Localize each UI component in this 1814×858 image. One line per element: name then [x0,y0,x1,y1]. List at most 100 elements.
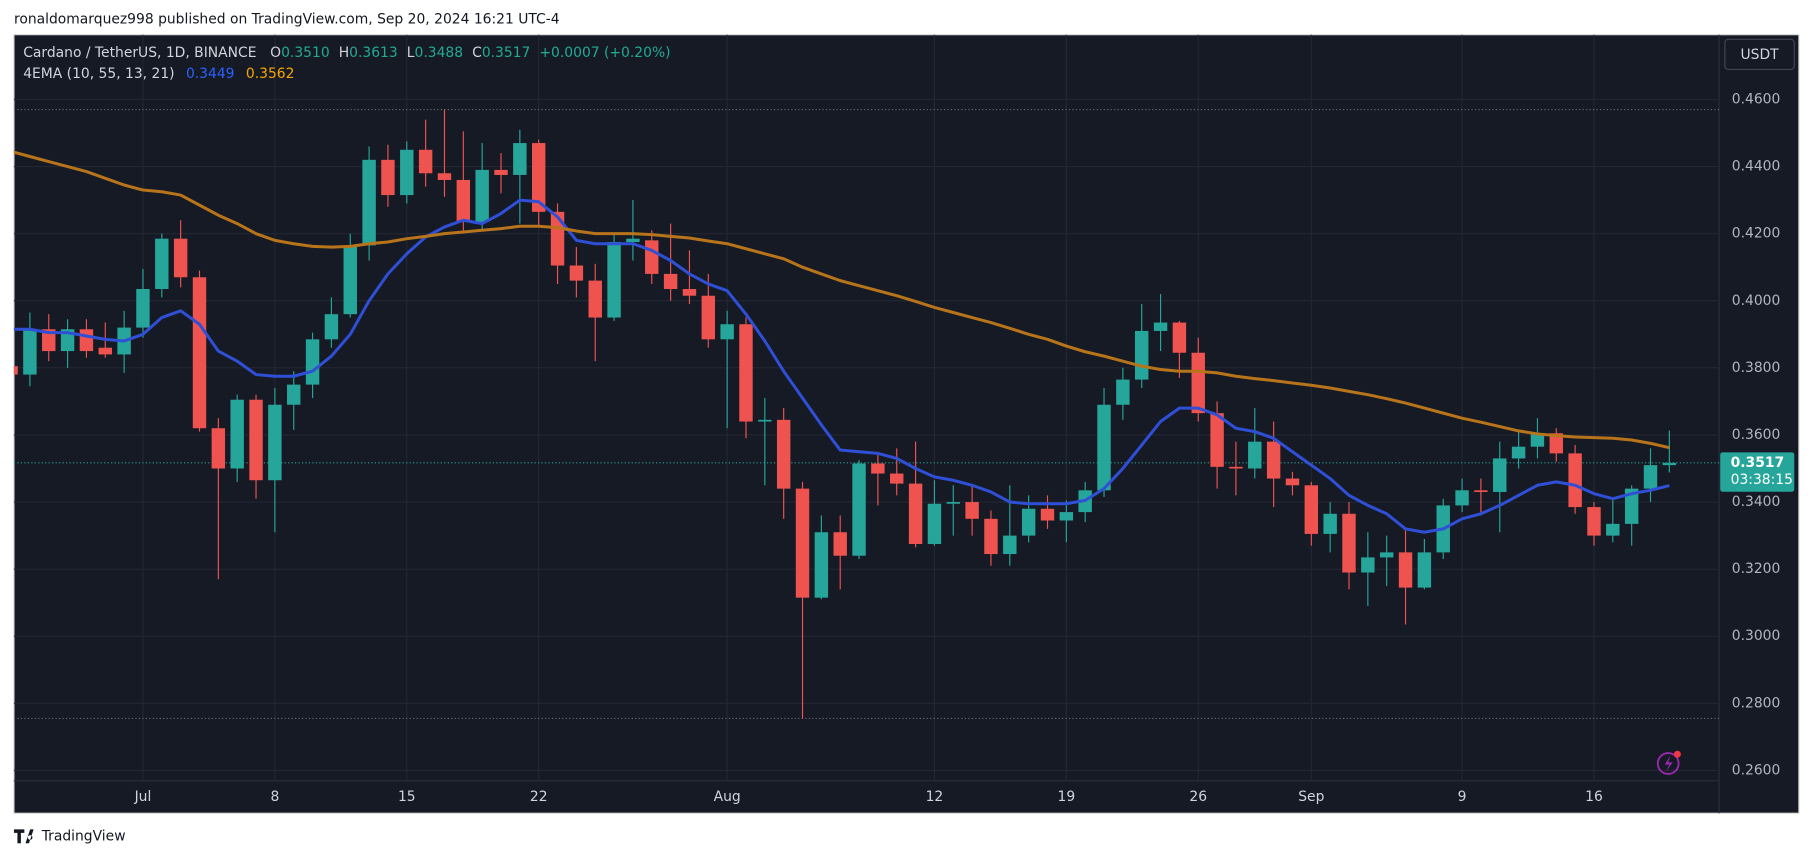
candle-body [1229,466,1243,469]
candle-body [287,384,301,405]
x-tick-label: Aug [714,789,741,805]
candle-body [155,238,169,290]
candle-body [381,159,395,196]
indicator-value: 0.3562 [246,66,295,82]
candle-body [645,240,659,274]
candle-body [1511,446,1526,459]
candle-body [1568,453,1582,508]
brand-mark [13,829,34,844]
candle-body [1530,433,1545,447]
x-tick-label: Sep [1298,789,1324,805]
y-tick-label: 0.3200 [1732,561,1781,577]
candle-body [475,169,489,222]
candle-body [173,238,188,278]
candle-body [1474,490,1488,492]
candle-body [871,463,885,474]
y-tick-label: 0.4400 [1732,159,1781,175]
y-tick-label: 0.3800 [1732,360,1781,376]
candle-body [1266,441,1281,479]
alert-icon[interactable] [1656,750,1681,775]
candle-body [324,314,339,340]
candle-body [437,173,452,180]
candle-body [249,399,263,481]
high-label: H [339,45,349,61]
candle-body [1248,441,1262,469]
candle-body [890,473,904,484]
candle-body [268,404,282,481]
candle-body [1285,478,1300,486]
change: +0.0007 (+0.20%) [539,45,670,61]
candle-body [1587,507,1601,536]
candle-body [1323,513,1337,534]
symbol: Cardano / TetherUS, 1D, BINANCE [23,45,256,61]
y-tick-label: 0.4000 [1732,293,1781,309]
candle-body [588,280,602,318]
x-tick-label: Jul [134,789,152,805]
candle-body [758,419,772,422]
candle-body [1003,535,1017,555]
candle-body [136,289,150,328]
candle-body [1662,462,1677,466]
candle-body [1116,379,1130,405]
candle-body [795,488,810,598]
low-value: 0.3488 [415,45,464,61]
candle-body [814,532,829,598]
open-value: 0.3510 [281,45,330,61]
close-value: 0.3517 [482,45,531,61]
x-tick-label: 26 [1189,789,1207,805]
open-label: O [270,45,281,61]
candle-body [1021,508,1036,536]
candle-body [739,324,753,422]
currency-label: USDT [1741,47,1780,63]
candle-body [1643,465,1658,489]
candle-body [13,366,18,375]
candle-body [42,329,56,352]
candle-body [607,242,621,318]
x-tick-label: 22 [530,789,548,805]
header-line: Cardano / TetherUS, 1D, BINANCE O0.3510 … [23,45,670,61]
currency-button[interactable] [1724,38,1795,70]
price-tag-value: 0.3517 [1731,455,1785,471]
candle-body [1342,513,1356,573]
candle-body [927,503,942,544]
axes: 0.2600 0.2800 0.3000 0.3200 0.3400 0.3600 0.38… [134,91,1795,805]
candle-body [908,483,923,544]
brand-logo [13,829,34,844]
candle-body [776,419,791,489]
alert-bolt [1664,755,1673,772]
candle-body [513,143,527,175]
y-tick-label: 0.2600 [1732,762,1781,778]
indicator-legend: 4EMA (10, 55, 13, 21) 0.3449 0.3562 [23,66,294,82]
price-tag [1720,452,1795,492]
candle-body [531,143,546,212]
candle-body [663,273,678,290]
candle-body [1059,512,1074,521]
plot [13,108,1720,720]
candle-body [569,265,584,281]
y-tick-label: 0.4200 [1732,226,1781,242]
candle-body [494,169,508,175]
candle-body [1379,552,1394,558]
x-tick-label: 15 [398,789,416,805]
candle-body [833,532,847,556]
candle-body [343,245,357,315]
candle-body [23,329,37,375]
candle-body [1040,508,1055,521]
candle-body [362,159,376,246]
candle-body [1172,322,1187,353]
y-tick-label: 0.2800 [1732,695,1781,711]
candle-body [98,347,112,355]
candle-body [550,211,565,266]
candle-body [1304,485,1319,534]
brand-name: TradingView [41,828,126,844]
high-value: 0.3613 [349,45,398,61]
candle-body [1624,488,1639,524]
indicator-value: 0.3449 [186,66,235,82]
candle-body [1153,322,1168,331]
low-label: L [407,45,415,61]
candle-body [1210,413,1224,467]
y-tick-label: 0.3400 [1732,494,1781,510]
y-tick-label: 0.4600 [1732,91,1781,107]
candle-body [1549,433,1563,454]
alert-ring [1656,752,1680,775]
